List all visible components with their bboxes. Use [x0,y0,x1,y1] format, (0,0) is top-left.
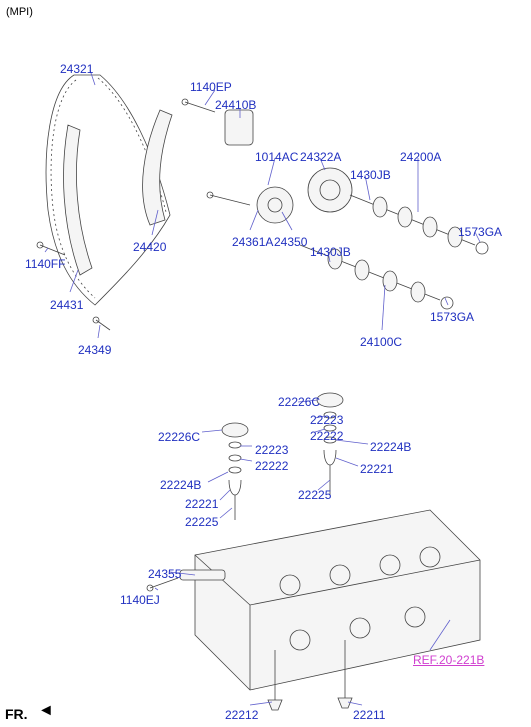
part-label-1014AC: 1014AC [255,150,298,164]
part-label-24410B: 24410B [215,98,256,112]
valve-stack-left [222,423,248,520]
part-label-22221: 22221 [360,462,393,476]
part-label-24355: 24355 [148,567,181,581]
part-label-22224B: 22224B [370,440,411,454]
part-label-24100C: 24100C [360,335,402,349]
bolt-1140ff [40,245,65,255]
part-label-24420: 24420 [133,240,166,254]
part-label-22226C: 22226C [158,430,200,444]
sprocket-24322a [308,168,352,212]
part-label-22223: 22223 [310,413,343,427]
chain-guide [64,125,92,275]
part-label-22225: 22225 [298,488,331,502]
part-label-22223: 22223 [255,443,288,457]
part-label-22212: 22212 [225,708,258,722]
part-label-1430JB: 1430JB [350,168,391,182]
part-label-22222: 22222 [310,429,343,443]
part-label-1140EP: 1140EP [190,80,232,94]
footer-fr: FR. [5,706,28,722]
ref-link[interactable]: REF.20-221B [413,653,484,667]
diagram-svg [0,0,531,727]
part-label-22225: 22225 [185,515,218,529]
part-label-24321: 24321 [60,62,93,76]
part-label-1573GA: 1573GA [458,225,502,239]
ocv-24355 [180,570,225,580]
part-label-24361A: 24361A [232,235,273,249]
part-label-24322A: 24322A [300,150,341,164]
bolt-1140ep [185,102,215,112]
header-label: (MPI) [6,6,33,18]
part-label-1140FF: 1140FF [25,257,65,271]
tensioner-arm [143,110,172,225]
part-label-22224B: 22224B [160,478,201,492]
part-label-22222: 22222 [255,459,288,473]
bracket-24410b [225,110,253,145]
part-label-24349: 24349 [78,343,111,357]
part-label-24200A: 24200A [400,150,441,164]
part-label-1573GA: 1573GA [430,310,474,324]
part-label-1140EJ: 1140EJ [120,593,160,607]
cvvt-24350 [257,187,293,223]
part-label-24350: 24350 [274,235,307,249]
part-label-1430JB: 1430JB [310,245,351,259]
chain-dots-right [98,78,166,212]
part-label-22226C: 22226C [278,395,320,409]
valve-stack-right [317,393,343,495]
leader-lines [45,70,480,705]
part-label-22221: 22221 [185,497,218,511]
bolt-24361a [210,195,250,205]
part-label-22211: 22211 [353,708,385,722]
part-label-24431: 24431 [50,298,83,312]
fr-arrow: ◄ [38,702,54,720]
